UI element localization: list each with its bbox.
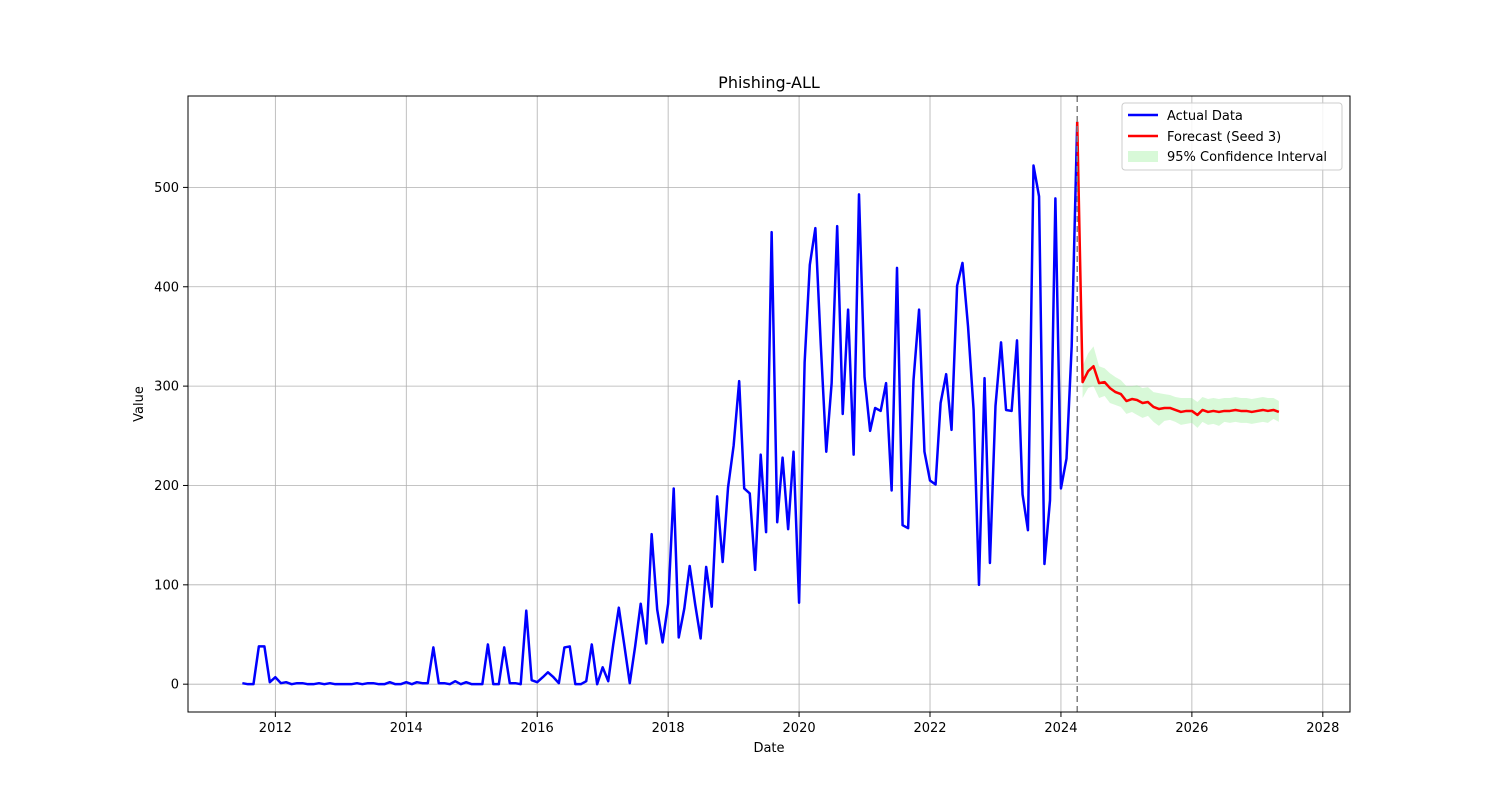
legend: Actual Data Forecast (Seed 3) 95% Confid…: [1121, 102, 1343, 171]
x-tick-label: 2026: [1175, 721, 1208, 736]
series-lines: [242, 121, 1280, 686]
y-axis: 0 100 200 300 400 500: [154, 181, 188, 693]
legend-label-actual: Actual Data: [1167, 109, 1243, 124]
x-tick-label: 2028: [1306, 721, 1339, 736]
x-tick-label: 2016: [521, 721, 554, 736]
y-tick-label: 300: [154, 380, 179, 395]
x-axis-label: Date: [753, 741, 784, 756]
y-tick-label: 500: [154, 181, 179, 196]
x-tick-label: 2024: [1044, 721, 1077, 736]
forecast-line: [1075, 121, 1280, 417]
legend-swatch-confidence-interval: [1128, 151, 1158, 162]
plot-area-frame: [187, 95, 1351, 713]
y-axis-label: Value: [132, 386, 147, 422]
x-tick-label: 2022: [913, 721, 946, 736]
confidence-interval-area: [1082, 346, 1279, 428]
legend-label-forecast: Forecast (Seed 3): [1167, 130, 1281, 145]
x-tick-label: 2018: [652, 721, 685, 736]
x-tick-label: 2020: [783, 721, 816, 736]
y-tick-label: 400: [154, 280, 179, 295]
actual-data-line: [242, 121, 1079, 686]
x-tick-label: 2014: [390, 721, 423, 736]
x-tick-label: 2012: [259, 721, 292, 736]
x-axis: 2012 2014 2016 2018 2020 2022 2024 2026 2028: [259, 712, 1339, 736]
y-tick-label: 100: [154, 578, 179, 593]
confidence-interval-band: [1082, 346, 1279, 428]
y-tick-label: 200: [154, 479, 179, 494]
legend-box: [1121, 102, 1343, 171]
legend-label-confidence-interval: 95% Confidence Interval: [1167, 150, 1327, 165]
chart-title: Phishing-ALL: [718, 73, 820, 92]
y-tick-label: 0: [171, 678, 179, 693]
